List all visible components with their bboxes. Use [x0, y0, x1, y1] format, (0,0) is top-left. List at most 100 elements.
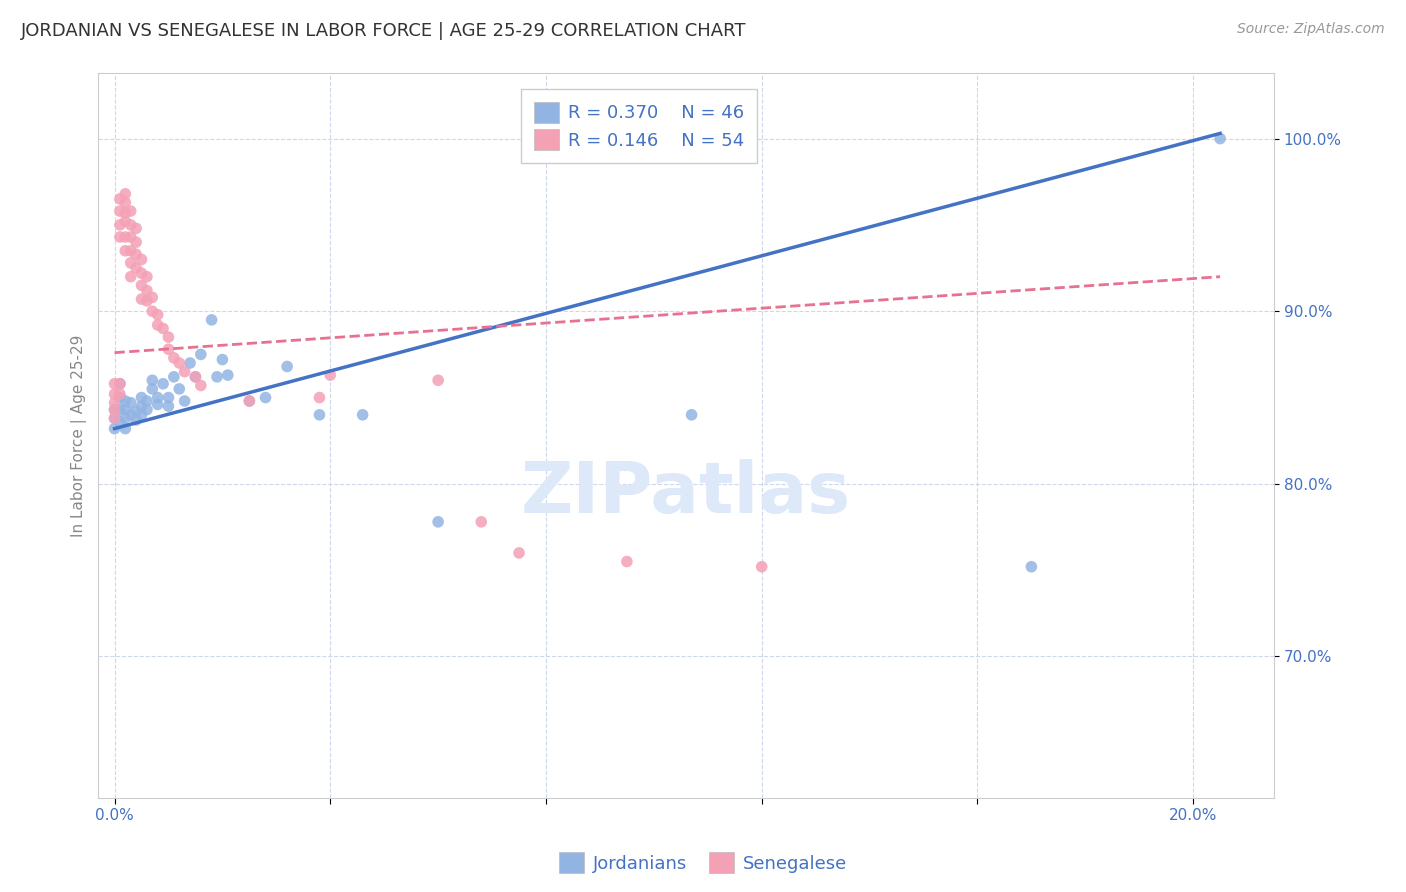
Point — [120, 395, 142, 409]
Text: JORDANIAN VS SENEGALESE IN LABOR FORCE | AGE 25-29 CORRELATION CHART: JORDANIAN VS SENEGALESE IN LABOR FORCE |… — [21, 22, 747, 40]
Point — [141, 373, 163, 387]
Point — [114, 206, 136, 220]
Point — [103, 376, 125, 391]
Point — [114, 244, 136, 258]
Point — [616, 555, 638, 569]
Point — [184, 369, 207, 384]
Point — [470, 515, 492, 529]
Point — [103, 387, 125, 401]
Point — [103, 411, 125, 425]
Point — [108, 192, 131, 206]
Point — [120, 408, 142, 422]
Point — [751, 559, 773, 574]
Point — [352, 408, 374, 422]
Point — [108, 415, 131, 429]
Point — [157, 391, 180, 405]
Point — [108, 204, 131, 219]
Text: Source: ZipAtlas.com: Source: ZipAtlas.com — [1237, 22, 1385, 37]
Point — [108, 391, 131, 405]
Point — [427, 373, 450, 387]
Point — [131, 391, 153, 405]
Point — [190, 347, 212, 361]
Point — [131, 278, 153, 293]
Point — [211, 352, 233, 367]
Point — [157, 342, 180, 356]
Point — [152, 376, 174, 391]
Point — [108, 230, 131, 244]
Point — [152, 321, 174, 335]
Point — [173, 394, 195, 409]
Point — [120, 244, 142, 258]
Point — [131, 408, 153, 422]
Point — [135, 269, 157, 284]
Point — [103, 402, 125, 417]
Point — [108, 218, 131, 232]
Point — [125, 261, 148, 276]
Point — [108, 387, 131, 401]
Point — [135, 284, 157, 298]
Point — [179, 356, 201, 370]
Point — [131, 292, 153, 306]
Point — [157, 399, 180, 413]
Point — [120, 256, 142, 270]
Point — [114, 214, 136, 228]
Point — [108, 376, 131, 391]
Point — [120, 204, 142, 219]
Point — [135, 394, 157, 409]
Point — [184, 369, 207, 384]
Point — [308, 408, 330, 422]
Point — [157, 330, 180, 344]
Point — [131, 399, 153, 413]
Point — [201, 313, 224, 327]
Legend: R = 0.370    N = 46, R = 0.146    N = 54: R = 0.370 N = 46, R = 0.146 N = 54 — [522, 89, 756, 162]
Point — [163, 369, 186, 384]
Point — [103, 402, 125, 417]
Point — [103, 411, 125, 425]
Point — [141, 290, 163, 304]
Point — [205, 369, 228, 384]
Point — [508, 546, 530, 560]
Point — [254, 391, 277, 405]
Point — [135, 293, 157, 308]
Point — [135, 402, 157, 417]
Point — [319, 368, 342, 383]
Point — [146, 308, 169, 322]
Point — [114, 402, 136, 417]
Point — [681, 408, 703, 422]
Point — [141, 382, 163, 396]
Point — [125, 235, 148, 249]
Y-axis label: In Labor Force | Age 25-29: In Labor Force | Age 25-29 — [72, 334, 87, 537]
Point — [120, 230, 142, 244]
Point — [146, 391, 169, 405]
Point — [114, 411, 136, 425]
Point — [114, 186, 136, 201]
Point — [163, 351, 186, 365]
Point — [238, 394, 260, 409]
Point — [114, 195, 136, 210]
Point — [120, 218, 142, 232]
Point — [276, 359, 298, 374]
Point — [190, 378, 212, 392]
Point — [131, 266, 153, 280]
Point — [125, 221, 148, 235]
Point — [103, 395, 125, 409]
Point — [125, 413, 148, 427]
Point — [167, 356, 190, 370]
Point — [125, 247, 148, 261]
Point — [114, 394, 136, 409]
Text: ZIPatlas: ZIPatlas — [522, 459, 851, 528]
Point — [103, 422, 125, 436]
Point — [1021, 559, 1043, 574]
Point — [120, 269, 142, 284]
Point — [308, 391, 330, 405]
Point — [238, 394, 260, 409]
Point — [217, 368, 239, 383]
Point — [108, 376, 131, 391]
Point — [427, 515, 450, 529]
Legend: Jordanians, Senegalese: Jordanians, Senegalese — [551, 845, 855, 880]
Point — [146, 318, 169, 332]
Point — [146, 397, 169, 411]
Point — [125, 404, 148, 418]
Point — [141, 304, 163, 318]
Point — [108, 402, 131, 417]
